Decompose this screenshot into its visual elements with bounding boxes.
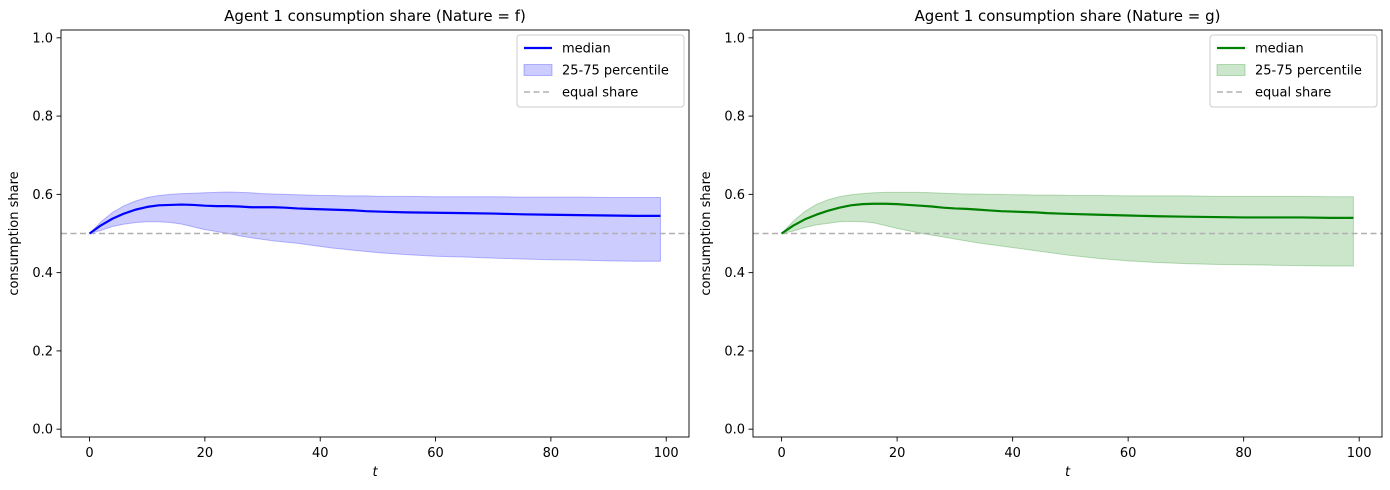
median-line xyxy=(88,203,661,235)
x-tick-label: 100 xyxy=(654,446,679,461)
x-axis-label: t xyxy=(1065,465,1071,480)
y-tick-label: 0.8 xyxy=(32,110,53,125)
x-tick-label: 80 xyxy=(1235,446,1252,461)
x-tick-label: 100 xyxy=(1347,446,1372,461)
y-axis-label: consumption share xyxy=(7,171,22,295)
legend-box xyxy=(1209,34,1378,108)
legend-label-equal-share: equal share xyxy=(1255,86,1331,101)
y-axis-label: consumption share xyxy=(699,171,714,295)
median-line xyxy=(780,202,1354,235)
x-tick-label: 40 xyxy=(1004,446,1021,461)
y-tick-label: 0.6 xyxy=(32,188,53,203)
chart-title: Agent 1 consumption share (Nature = f) xyxy=(224,7,526,25)
y-tick-label: 0.4 xyxy=(32,266,53,281)
y-tick-label: 0.0 xyxy=(32,423,53,438)
y-tick-label: 0.0 xyxy=(724,423,745,438)
x-tick-label: 20 xyxy=(889,446,906,461)
x-tick-label: 0 xyxy=(777,446,785,461)
legend-label-median: median xyxy=(1255,42,1304,57)
legend-swatch-percentile xyxy=(1216,64,1246,76)
axes-frame xyxy=(60,29,690,438)
x-tick-label: 20 xyxy=(197,446,214,461)
axes-frame xyxy=(752,29,1383,438)
legend-label-percentile: 25-75 percentile xyxy=(562,64,669,79)
legend-label-median: median xyxy=(562,42,611,57)
legend-label-equal-share: equal share xyxy=(562,86,638,101)
x-tick-label: 60 xyxy=(427,446,444,461)
legend-label-percentile: 25-75 percentile xyxy=(1255,64,1362,79)
chart-panel-nature-g: 0 20 40 60 80 100 0.0 0.2 0.4 0.6 0.8 1.0 Agent 1 co… xyxy=(699,7,1383,480)
y-tick-label: 1.0 xyxy=(32,31,53,46)
y-tick-label: 0.2 xyxy=(724,344,745,359)
x-tick-label: 80 xyxy=(543,446,560,461)
legend-box xyxy=(516,34,685,108)
x-axis-label: t xyxy=(372,465,378,480)
legend: median 25-75 percentile equal share xyxy=(1209,34,1378,108)
y-tick-label: 1.0 xyxy=(724,31,745,46)
y-tick-label: 0.8 xyxy=(724,110,745,125)
x-tick-label: 60 xyxy=(1120,446,1137,461)
percentile-band xyxy=(780,191,1354,267)
chart-panel-nature-f: 0 20 40 60 80 100 0.0 0.2 0.4 0.6 0.8 1.0 Agent 1 co… xyxy=(7,7,690,480)
legend-swatch-percentile xyxy=(523,64,553,76)
chart-title: Agent 1 consumption share (Nature = g) xyxy=(915,7,1221,25)
legend: median 25-75 percentile equal share xyxy=(516,34,685,108)
percentile-band xyxy=(87,191,661,262)
y-tick-label: 0.2 xyxy=(32,344,53,359)
x-tick-label: 40 xyxy=(312,446,329,461)
y-tick-label: 0.6 xyxy=(724,188,745,203)
y-tick-label: 0.4 xyxy=(724,266,745,281)
x-tick-label: 0 xyxy=(85,446,93,461)
